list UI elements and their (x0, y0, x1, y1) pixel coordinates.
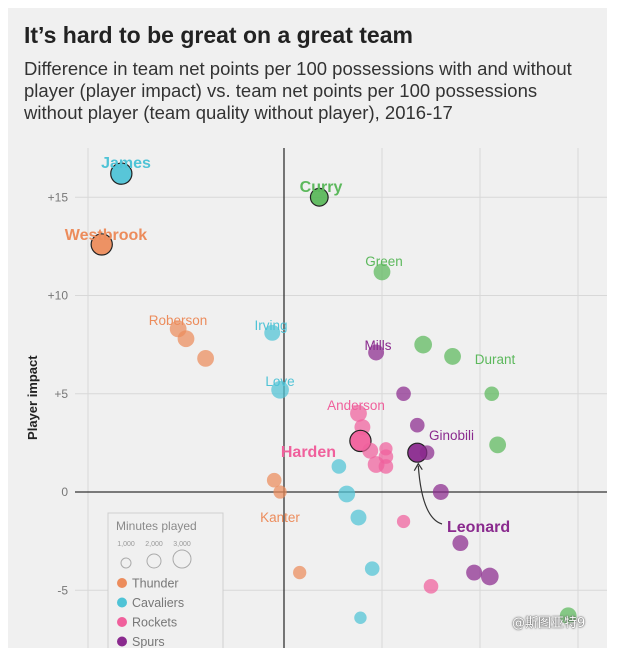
data-point-spurs (466, 564, 483, 581)
legend-size-circle (172, 549, 192, 569)
y-tick-label: +15 (48, 190, 69, 204)
data-point-cavaliers (338, 485, 356, 503)
data-point-thunder (273, 485, 287, 499)
annotation-love: Love (265, 374, 294, 389)
annotation-westbrook: Westbrook (65, 227, 147, 244)
chart-title: It’s hard to be great on a great team (24, 22, 413, 48)
legend-box (107, 512, 224, 648)
annotation-green: Green (365, 254, 403, 269)
legend-label-thunder: Thunder (132, 577, 179, 591)
leonard-arrow (417, 465, 443, 525)
data-point-spurs (452, 535, 469, 552)
legend-label-spurs: Spurs (132, 635, 165, 648)
data-point-warriors (414, 335, 432, 354)
legend-size-label: 1,000 (117, 541, 135, 548)
legend-swatch-thunder (117, 578, 127, 588)
data-point-rockets (362, 442, 379, 459)
annotation-roberson: Roberson (149, 313, 208, 328)
scatter-plot: +15 +10 +5 0 -5 Player impact Minutes played 1,… (25, 148, 607, 648)
leonard-arrowhead (413, 462, 423, 471)
chart-subtitle: Difference in team net points per 100 po… (24, 58, 572, 123)
annotation-ginobili: Ginobili (429, 428, 474, 443)
watermark-text: @斯图亚特9 (512, 616, 586, 631)
data-point-rockets (350, 405, 367, 422)
y-tick-label: +5 (54, 387, 68, 401)
data-point-thunder (293, 565, 307, 580)
legend-size-circle (120, 557, 132, 569)
annotation-james: James (101, 155, 151, 172)
data-point-spurs (409, 417, 425, 433)
data-point-warriors (309, 187, 329, 207)
data-point-warriors (489, 436, 507, 454)
legend-size-circle (146, 553, 162, 569)
y-axis-label: Player impact (25, 355, 40, 440)
legend-label-rockets: Rockets (132, 616, 177, 630)
data-point-warriors (444, 348, 461, 365)
data-point-cavaliers (271, 380, 289, 399)
legend-size-label: 2,000 (145, 541, 163, 548)
data-point-spurs (396, 386, 411, 402)
annotation-durant: Durant (475, 352, 516, 367)
data-point-thunder (177, 330, 195, 348)
annotation-kanter: Kanter (260, 510, 300, 525)
data-point-thunder (266, 472, 282, 488)
legend-label-cavaliers: Cavaliers (132, 596, 184, 610)
annotation-curry: Curry (300, 179, 343, 196)
data-point-cavaliers (364, 561, 380, 576)
data-point-cavaliers (264, 324, 281, 341)
chart-card: It’s hard to be great on a great team Di… (8, 8, 607, 648)
data-point-cavaliers (350, 509, 367, 526)
legend-swatch-cavaliers (117, 597, 127, 608)
legend-size-label: 3,000 (173, 541, 191, 548)
data-point-cavaliers (354, 611, 367, 624)
y-tick-label: 0 (61, 485, 68, 499)
data-point-cavaliers (331, 459, 347, 474)
data-point-rockets (379, 442, 393, 456)
legend-title: Minutes played (116, 519, 197, 533)
legend-swatch-rockets (117, 617, 127, 627)
data-point-cavaliers (110, 162, 133, 185)
data-point-thunder (197, 349, 215, 367)
annotation-anderson: Anderson (327, 398, 385, 413)
data-point-spurs (480, 567, 499, 586)
annotation-irving: Irving (254, 318, 287, 333)
data-point-spurs (419, 445, 435, 461)
data-point-spurs (368, 344, 385, 361)
data-point-rockets (423, 579, 439, 594)
y-tick-label: -5 (57, 583, 68, 597)
annotation-mills: Mills (365, 338, 392, 353)
data-point-warriors (484, 386, 500, 402)
annotation-leonard: Leonard (447, 519, 510, 536)
data-point-spurs (432, 484, 449, 500)
annotation-harden: Harden (281, 444, 336, 461)
legend-swatch-spurs (117, 636, 127, 647)
data-point-warriors (373, 263, 391, 281)
y-tick-label: +10 (48, 289, 69, 303)
data-point-rockets (396, 514, 411, 529)
data-point-warriors (559, 607, 577, 625)
data-point-thunder (90, 233, 113, 256)
